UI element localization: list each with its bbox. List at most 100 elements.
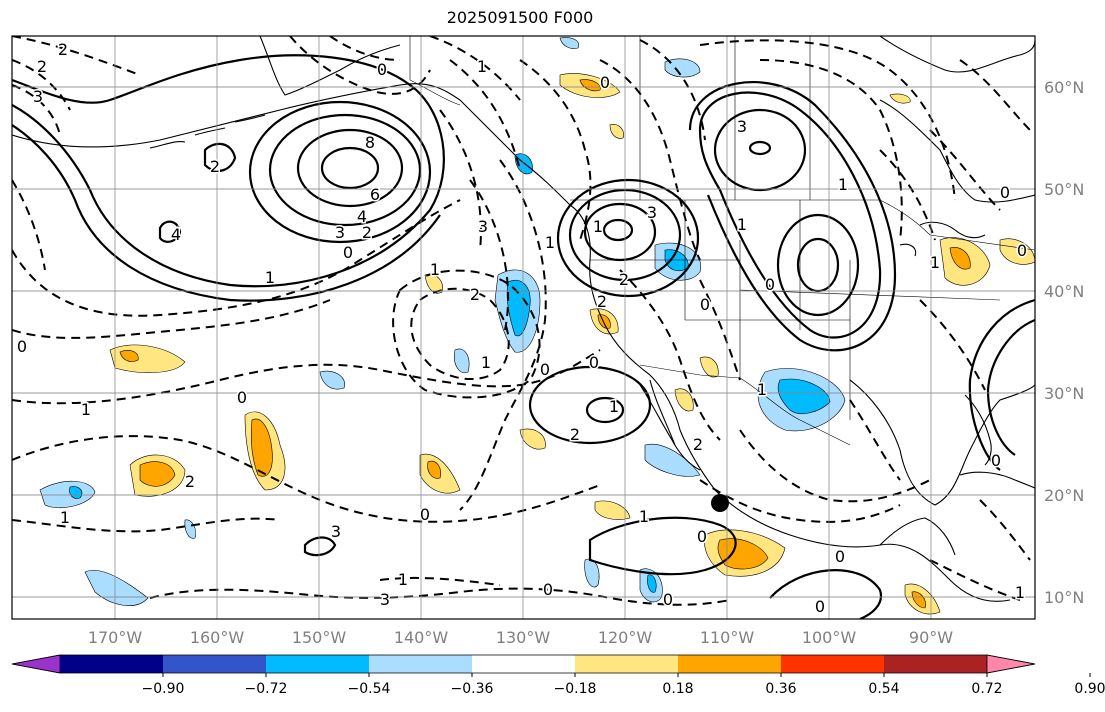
lon-tick: 160°W — [190, 628, 245, 647]
contour-label: 3 — [335, 223, 345, 242]
contour-label: 0 — [765, 275, 775, 294]
contour-label: 1 — [481, 353, 491, 372]
contour-label: 0 — [343, 243, 353, 262]
coastlines — [12, 36, 1035, 602]
colorbar-labels: −0.90 −0.72 −0.54 −0.36 −0.18 0.18 0.36 0.54 0.7… — [142, 673, 1105, 697]
colorbar-segments — [11, 654, 1036, 674]
contour-label: 3 — [478, 217, 488, 236]
colorbar-segment — [884, 655, 988, 673]
colorbar-label: 0.36 — [765, 681, 796, 697]
contour-label: 8 — [365, 133, 375, 152]
patch-blue-2-core — [777, 378, 831, 414]
coast-great-lakes — [899, 221, 986, 257]
contour-label: 3 — [647, 203, 657, 222]
contour-label: 1 — [477, 57, 487, 76]
colorbar-label: 0.72 — [971, 681, 1002, 697]
contour-label: 2 — [37, 57, 47, 76]
patch-yellow-13 — [519, 428, 546, 450]
coast-arctic — [879, 36, 1035, 73]
coast-mexico-west — [714, 489, 1011, 602]
border-us-mexico — [639, 364, 851, 446]
map-title: 2025091500 F000 — [446, 8, 594, 27]
coast-alaska-south — [12, 83, 571, 206]
colorbar-segment — [369, 655, 473, 673]
shaded-patches — [39, 37, 1035, 615]
colorbar-label: −0.36 — [451, 681, 494, 697]
graticule — [12, 36, 1035, 619]
contour-label: 2 — [619, 270, 629, 289]
coast-hudson — [879, 99, 1035, 203]
contour-label: 1 — [639, 507, 649, 526]
colorbar-frame — [11, 654, 1036, 674]
patch-yellow-6-core — [949, 247, 971, 270]
contour-label: 0 — [700, 295, 710, 314]
contour-label: 0 — [663, 590, 673, 609]
contour-label: 3 — [33, 87, 43, 106]
patch-yellow-1-core — [139, 461, 176, 487]
lon-tick: 100°W — [802, 628, 857, 647]
patch-blue-11 — [664, 58, 701, 78]
patch-yellow-15 — [699, 356, 719, 378]
lon-axis: 170°W 160°W 150°W 140°W 130°W 120°W 110°… — [88, 628, 953, 647]
contour-label: 2 — [570, 425, 580, 444]
patch-yellow-5-core — [119, 350, 139, 362]
contour-label: 0 — [377, 60, 387, 79]
contour-label: 2 — [362, 223, 372, 242]
patch-blue-7-core — [647, 574, 657, 593]
contour-label: 1 — [545, 233, 555, 252]
negative-contours — [12, 36, 1031, 606]
lon-tick: 150°W — [292, 628, 347, 647]
lat-tick: 30°N — [1044, 384, 1084, 403]
contour-label: 1 — [609, 397, 619, 416]
contour-label: 0 — [540, 360, 550, 379]
lat-tick: 60°N — [1044, 78, 1084, 97]
colorbar: −0.90 −0.72 −0.54 −0.36 −0.18 0.18 0.36 0.54 0.7… — [11, 654, 1105, 697]
coast-alaska-north — [259, 36, 401, 96]
patch-yellow-4-core — [427, 460, 441, 479]
lat-tick: 50°N — [1044, 180, 1084, 199]
contour-label: 0 — [600, 73, 610, 92]
contour-label: 2 — [470, 285, 480, 304]
contour-label: 0 — [835, 547, 845, 566]
lon-tick: 90°W — [909, 628, 953, 647]
patch-blue-9 — [454, 348, 470, 374]
lat-tick: 40°N — [1044, 282, 1084, 301]
colorbar-extend-low — [11, 654, 61, 674]
contour-label: 3 — [737, 117, 747, 136]
patch-blue-5-core — [69, 486, 83, 499]
contour-label: 2 — [185, 472, 195, 491]
patch-blue-5 — [39, 480, 96, 509]
colorbar-extend-high — [986, 654, 1036, 674]
coast-west-us — [569, 204, 716, 491]
lon-tick: 110°W — [700, 628, 755, 647]
patch-yellow-9-core — [911, 591, 926, 609]
contour-label: 0 — [1017, 241, 1027, 260]
colorbar-segment — [678, 655, 782, 673]
patch-yellow-14 — [594, 500, 631, 520]
position-marker[interactable] — [711, 494, 729, 512]
colorbar-label: 0.54 — [868, 681, 899, 697]
contour-label: 0 — [589, 353, 599, 372]
colorbar-segment — [575, 655, 679, 673]
colorbar-label: 0.18 — [662, 681, 693, 697]
contour-label: 2 — [210, 157, 220, 176]
patch-yellow-16 — [889, 93, 911, 104]
lat-tick: 20°N — [1044, 486, 1084, 505]
contour-label: 1 — [757, 380, 767, 399]
colorbar-segment — [60, 655, 164, 673]
lon-tick: 140°W — [394, 628, 449, 647]
contour-label: 1 — [60, 508, 70, 527]
contour-label: 1 — [398, 570, 408, 589]
contour-label: 1 — [265, 268, 275, 287]
contour-label: 0 — [815, 597, 825, 616]
positive-contours — [12, 54, 1035, 619]
contour-label: 0 — [1000, 183, 1010, 202]
contour-label: 4 — [171, 225, 181, 244]
contour-label: 1 — [81, 400, 91, 419]
lat-tick: 10°N — [1044, 588, 1084, 607]
patch-yellow-3-core — [717, 538, 769, 570]
border-alaska — [409, 36, 461, 106]
